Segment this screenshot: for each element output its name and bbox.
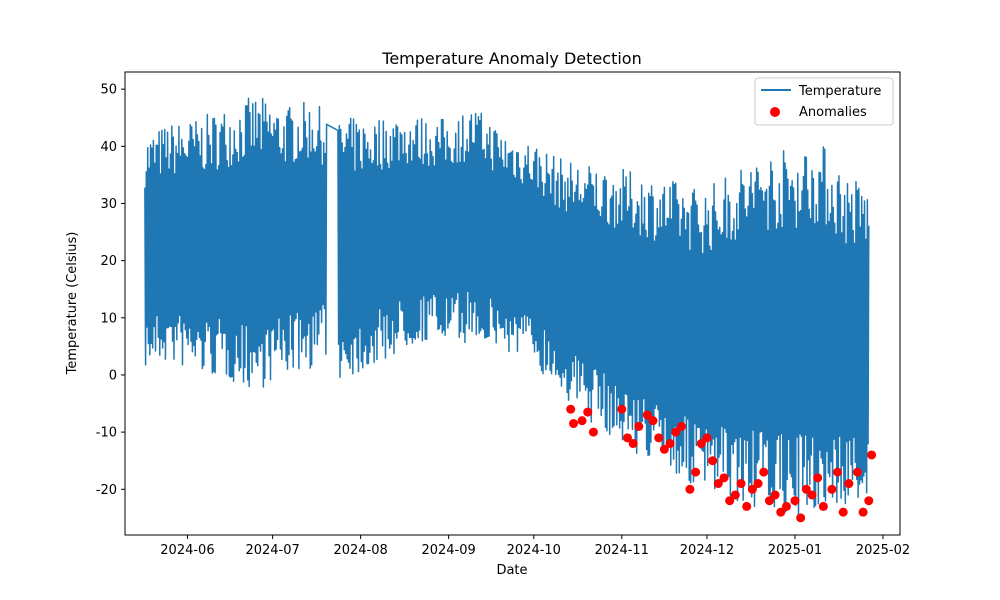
x-tick-label: 2024-08 <box>333 543 387 558</box>
anomaly-point <box>858 507 868 517</box>
plot-frame <box>124 71 901 536</box>
y-tick-label: 50 <box>100 83 117 98</box>
chart-title: Temperature Anomaly Detection <box>381 49 641 68</box>
anomaly-point <box>790 496 800 506</box>
x-tick-label: 2024-06 <box>160 543 214 558</box>
x-axis-label: Date <box>496 563 527 578</box>
y-tick-label: -20 <box>96 483 117 498</box>
anomaly-point <box>736 479 746 489</box>
anomaly-point <box>807 490 817 500</box>
anomaly-point <box>730 490 740 500</box>
anomaly-point <box>665 439 675 449</box>
anomaly-point <box>742 501 752 511</box>
legend-marker-anomalies <box>770 107 780 117</box>
anomaly-point <box>654 433 664 443</box>
x-tick-label: 2025-02 <box>856 543 910 558</box>
anomaly-point <box>796 513 806 523</box>
anomaly-point <box>648 416 658 426</box>
y-tick-label: 20 <box>100 254 117 269</box>
legend-label-temperature: Temperature <box>798 84 881 99</box>
anomaly-point <box>781 501 791 511</box>
x-axis: 2024-06 2024-07 2024-08 2024-09 2024-10 2024-… <box>160 535 910 558</box>
x-tick-label: 2025-01 <box>768 543 822 558</box>
anomaly-point <box>702 433 712 443</box>
anomaly-point <box>719 473 729 483</box>
anomaly-point <box>838 507 848 517</box>
anomaly-point <box>691 467 701 477</box>
x-tick-label: 2024-10 <box>507 543 561 558</box>
anomaly-point <box>569 419 579 429</box>
anomaly-point <box>770 490 780 500</box>
anomaly-point <box>577 416 587 426</box>
anomaly-point <box>818 501 828 511</box>
plot-series <box>144 97 870 517</box>
y-tick-label: 40 <box>100 140 117 155</box>
anomaly-point <box>833 467 843 477</box>
anomaly-point <box>776 507 786 517</box>
x-tick-label: 2024-07 <box>245 543 299 558</box>
y-tick-label: 10 <box>100 311 117 326</box>
anomaly-point <box>634 421 644 431</box>
anomaly-point <box>713 479 723 489</box>
anomaly-point <box>759 467 769 477</box>
anomaly-point <box>659 444 669 454</box>
anomaly-point <box>583 407 593 417</box>
y-tick-label: -10 <box>96 426 117 441</box>
anomaly-point <box>617 404 627 414</box>
y-axis-label: Temperature (Celsius) <box>65 232 80 376</box>
anomaly-point <box>685 484 695 494</box>
temperature-line <box>144 97 870 517</box>
anomaly-point <box>708 456 718 466</box>
anomaly-point <box>642 410 652 420</box>
anomaly-point <box>747 484 757 494</box>
anomaly-point <box>764 496 774 506</box>
anomaly-point <box>827 484 837 494</box>
y-tick-label: 0 <box>109 368 117 383</box>
anomaly-point <box>753 479 763 489</box>
anomaly-point <box>801 484 811 494</box>
x-tick-label: 2024-11 <box>595 543 649 558</box>
anomaly-point <box>844 479 854 489</box>
anomaly-point <box>867 450 877 460</box>
legend: Temperature Anomalies <box>754 77 894 126</box>
anomaly-point <box>813 473 823 483</box>
anomaly-point <box>725 496 735 506</box>
anomaly-point <box>696 439 706 449</box>
anomaly-point <box>566 404 576 414</box>
x-tick-label: 2024-09 <box>421 543 475 558</box>
plot-anomalies <box>566 404 877 523</box>
legend-label-anomalies: Anomalies <box>799 105 867 120</box>
anomaly-point <box>622 433 632 443</box>
anomaly-point <box>588 427 598 437</box>
y-tick-label: 30 <box>100 197 117 212</box>
x-tick-label: 2024-12 <box>680 543 734 558</box>
anomaly-point <box>676 421 686 431</box>
anomaly-point <box>671 427 681 437</box>
anomaly-point <box>628 439 638 449</box>
anomaly-point <box>852 467 862 477</box>
y-axis: -20 -10 0 10 20 30 40 50 <box>96 83 125 498</box>
anomaly-point <box>864 496 874 506</box>
